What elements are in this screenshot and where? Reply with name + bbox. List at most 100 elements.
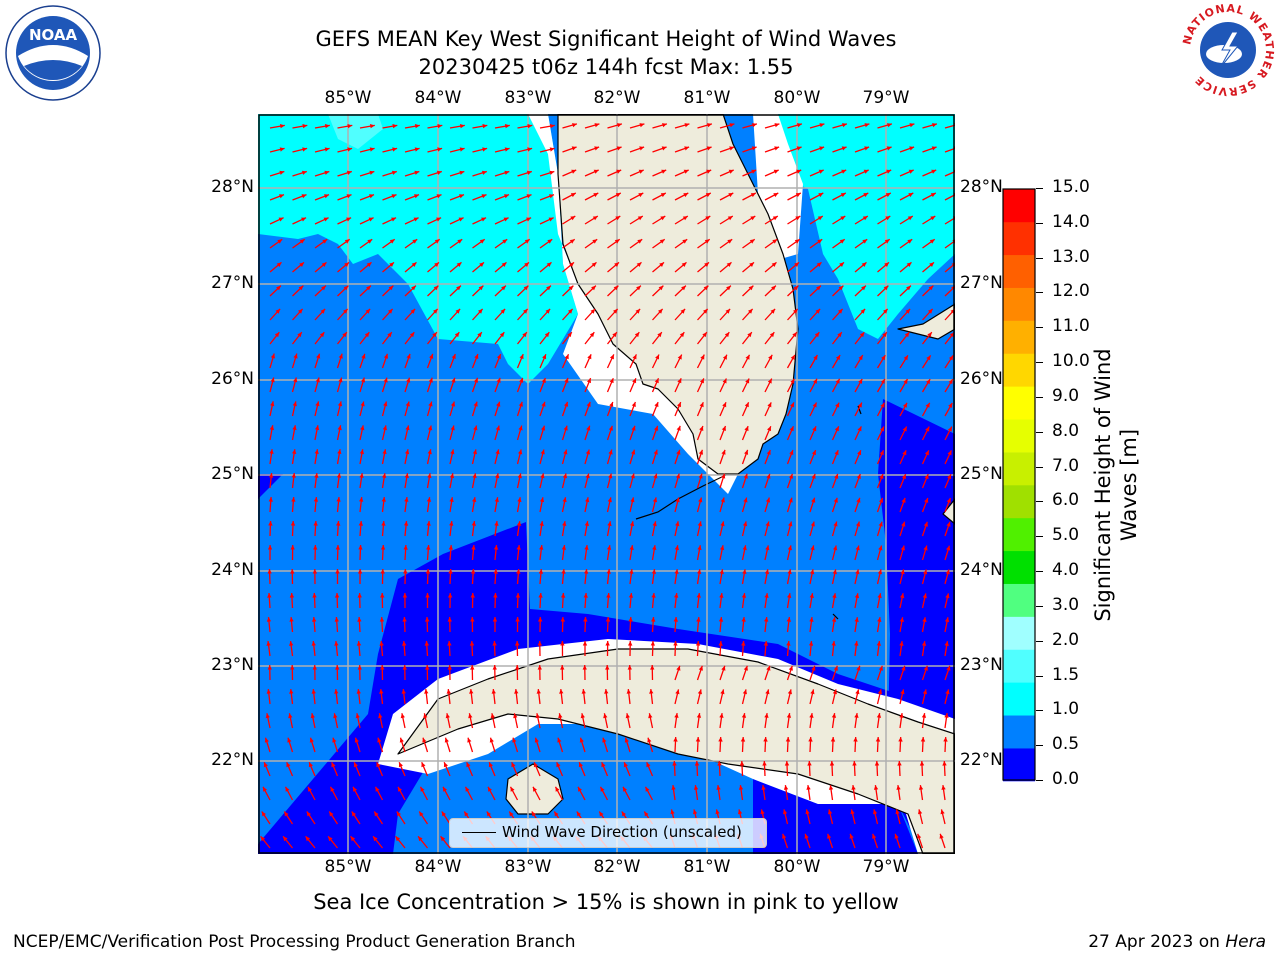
- wave-direction-arrowhead: [404, 473, 409, 478]
- wave-direction-arrowhead: [632, 354, 637, 360]
- wave-direction-arrowhead: [721, 473, 726, 479]
- wave-direction-arrowhead: [902, 450, 907, 456]
- wave-direction-arrowhead: [568, 308, 573, 314]
- wave-direction-arrowhead: [360, 401, 365, 407]
- wave-direction-arrowhead: [516, 521, 522, 526]
- wave-direction-arrowhead: [676, 425, 681, 431]
- wave-direction-arrowhead: [569, 239, 575, 244]
- wave-direction-arrowhead: [269, 449, 274, 454]
- wave-direction-arrowhead: [742, 521, 748, 527]
- wave-direction-arrowhead: [437, 147, 443, 152]
- wave-direction-arrowhead: [524, 262, 529, 267]
- lon-tick-top: 85°W: [324, 88, 372, 108]
- wave-direction-arrowhead: [743, 497, 748, 503]
- wave-direction-arrowhead: [524, 239, 530, 244]
- wave-direction-arrowhead: [929, 262, 934, 267]
- wave-direction-arrowhead: [336, 473, 342, 478]
- wave-direction-arrowhead: [724, 332, 730, 338]
- wave-direction-arrowhead: [819, 123, 825, 128]
- wave-direction-arrowhead: [764, 713, 769, 718]
- wave-direction-arrowhead: [493, 569, 498, 574]
- sea-0-0.5-southeast: [753, 779, 918, 854]
- wave-direction-arrowhead: [355, 713, 360, 719]
- wave-direction-arrowhead: [424, 641, 429, 646]
- wave-direction-arrowhead: [920, 737, 926, 742]
- wave-direction-arrowhead: [291, 473, 296, 478]
- wave-direction-arrowhead: [645, 786, 650, 792]
- wave-direction-arrowhead: [368, 217, 374, 222]
- colorbar-tick-mark: [1036, 188, 1043, 189]
- wave-direction-arrowhead: [832, 569, 837, 575]
- colorbar-tick-label: 6.0: [1052, 490, 1080, 511]
- wave-direction-arrowhead: [764, 569, 770, 575]
- wave-direction-arrowhead: [738, 785, 744, 790]
- wave-direction-arrowhead: [684, 123, 690, 128]
- wave-direction-arrowhead: [901, 474, 906, 480]
- wave-direction-arrowhead: [738, 809, 743, 815]
- wave-direction-arrowhead: [919, 761, 925, 766]
- wave-direction-arrowhead: [328, 836, 333, 842]
- wave-direction-arrowhead: [699, 378, 704, 384]
- wave-direction-arrowhead: [720, 545, 725, 551]
- wave-direction-arrowhead: [554, 811, 559, 817]
- wave-direction-arrowhead: [765, 497, 771, 503]
- wave-direction-arrowhead: [878, 521, 883, 527]
- wave-direction-arrowhead: [347, 124, 353, 129]
- wave-direction-arrowhead: [472, 497, 477, 502]
- wave-direction-arrowhead: [269, 425, 274, 431]
- wave-direction-arrowhead: [279, 147, 285, 152]
- wave-direction-arrowhead: [949, 332, 955, 338]
- wave-direction-arrowhead: [819, 146, 825, 151]
- wave-direction-arrowhead: [878, 665, 883, 671]
- svg-text:NOAA: NOAA: [29, 26, 78, 44]
- wave-direction-arrowhead: [818, 169, 824, 174]
- wave-direction-arrowhead: [765, 521, 770, 527]
- colorbar-tick-mark: [1036, 292, 1043, 294]
- colorbar-tick-mark: [1036, 710, 1043, 712]
- wave-direction-arrowhead: [680, 308, 686, 314]
- wave-direction-arrowhead: [652, 545, 657, 550]
- wave-direction-arrowhead: [448, 545, 453, 550]
- wave-direction-arrowhead: [901, 521, 906, 527]
- wave-direction-arrowhead: [639, 146, 645, 151]
- wave-direction-arrowhead: [313, 521, 318, 526]
- wave-direction-arrowhead: [337, 425, 342, 431]
- wave-direction-arrowhead: [659, 262, 664, 267]
- wave-direction-arrowhead: [601, 762, 606, 768]
- wave-direction-arrowhead: [786, 713, 792, 718]
- wave-direction-arrowhead: [811, 473, 816, 479]
- wave-direction-arrowhead: [504, 194, 509, 199]
- wave-direction-arrowhead: [564, 354, 569, 360]
- wave-direction-arrowhead: [815, 308, 821, 314]
- wave-direction-arrowhead: [389, 262, 394, 267]
- wave-direction-arrowhead: [832, 689, 837, 695]
- wave-direction-arrowhead: [347, 147, 353, 152]
- wave-direction-arrowhead: [374, 811, 379, 817]
- wave-direction-arrowhead: [874, 761, 880, 766]
- colorbar-cell: [1003, 715, 1035, 749]
- wave-direction-arrowhead: [698, 449, 703, 455]
- wave-direction-arrowhead: [646, 762, 651, 768]
- wave-direction-arrowhead: [835, 402, 840, 408]
- wave-direction-arrowhead: [941, 785, 946, 790]
- wave-direction-arrowhead: [578, 762, 583, 768]
- wave-direction-arrowhead: [926, 379, 931, 385]
- wave-direction-arrowhead: [828, 785, 834, 790]
- wave-direction-arrowhead: [903, 355, 908, 361]
- wave-direction-arrowhead: [375, 786, 380, 792]
- wave-direction-arrowhead: [872, 833, 877, 839]
- colorbar-tick-label: 14.0: [1052, 211, 1090, 232]
- colorbar-tick-mark: [1036, 640, 1043, 642]
- colorbar-tick-label: 13.0: [1052, 246, 1090, 267]
- wave-direction-arrowhead: [840, 193, 846, 198]
- wave-direction-arrowhead: [706, 169, 712, 174]
- wave-direction-arrowhead: [380, 593, 385, 598]
- wave-direction-arrowhead: [924, 450, 929, 456]
- wave-direction-arrowhead: [917, 833, 922, 839]
- wave-direction-arrowhead: [809, 617, 814, 622]
- legend-line-swatch: [462, 832, 496, 833]
- wave-direction-arrowhead: [630, 497, 635, 503]
- wave-direction-arrowhead: [447, 617, 452, 622]
- nws-logo: NATIONAL WEATHER SERVICE: [1180, 2, 1275, 98]
- wave-direction-arrowhead: [948, 379, 953, 385]
